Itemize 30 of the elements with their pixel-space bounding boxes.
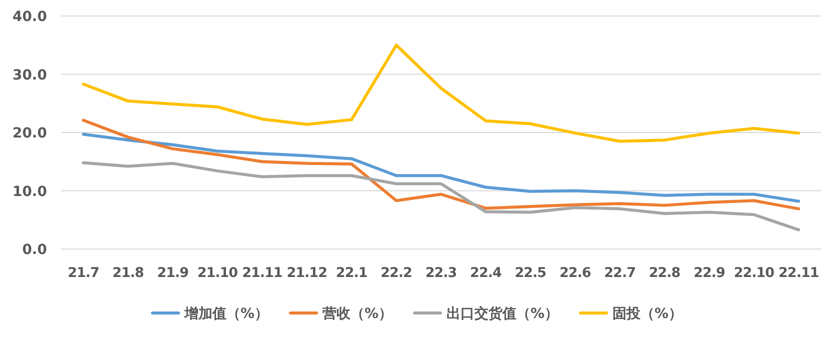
x-tick-label: 21.9 <box>157 265 189 281</box>
y-tick-label: 40.0 <box>12 9 48 25</box>
x-tick-label: 22.11 <box>778 265 819 281</box>
legend-label: 营收（%） <box>322 306 393 322</box>
x-tick-label: 22.4 <box>470 265 502 281</box>
x-tick-label: 22.8 <box>648 265 680 281</box>
legend-label: 出口交货值（%） <box>446 305 559 322</box>
line-series <box>82 118 800 210</box>
line-series <box>82 44 800 143</box>
legend-label: 固投（%） <box>612 306 683 322</box>
x-tick-label: 22.7 <box>604 265 636 281</box>
x-tick-label: 22.6 <box>559 265 591 281</box>
y-tick-label: 0.0 <box>22 242 48 258</box>
y-tick-label: 30.0 <box>12 67 48 84</box>
x-tick-label: 21.7 <box>68 265 100 281</box>
x-tick-label: 21.11 <box>242 265 282 281</box>
x-tick-label: 21.10 <box>197 265 238 281</box>
x-tick-label: 21.12 <box>286 265 328 281</box>
line-series <box>82 132 800 203</box>
x-tick-label: 22.3 <box>425 265 457 281</box>
line-series <box>82 161 800 232</box>
y-tick-label: 10.0 <box>12 184 48 200</box>
x-tick-label: 22.2 <box>380 265 412 281</box>
y-tick-label: 20.0 <box>12 126 48 142</box>
x-tick-label: 22.10 <box>734 265 774 281</box>
x-tick-label: 22.9 <box>694 265 725 281</box>
x-tick-label: 21.8 <box>112 265 144 281</box>
legend-label: 增加值（%） <box>184 306 269 322</box>
x-tick-label: 22.1 <box>336 265 368 281</box>
x-tick-label: 22.5 <box>514 265 546 281</box>
